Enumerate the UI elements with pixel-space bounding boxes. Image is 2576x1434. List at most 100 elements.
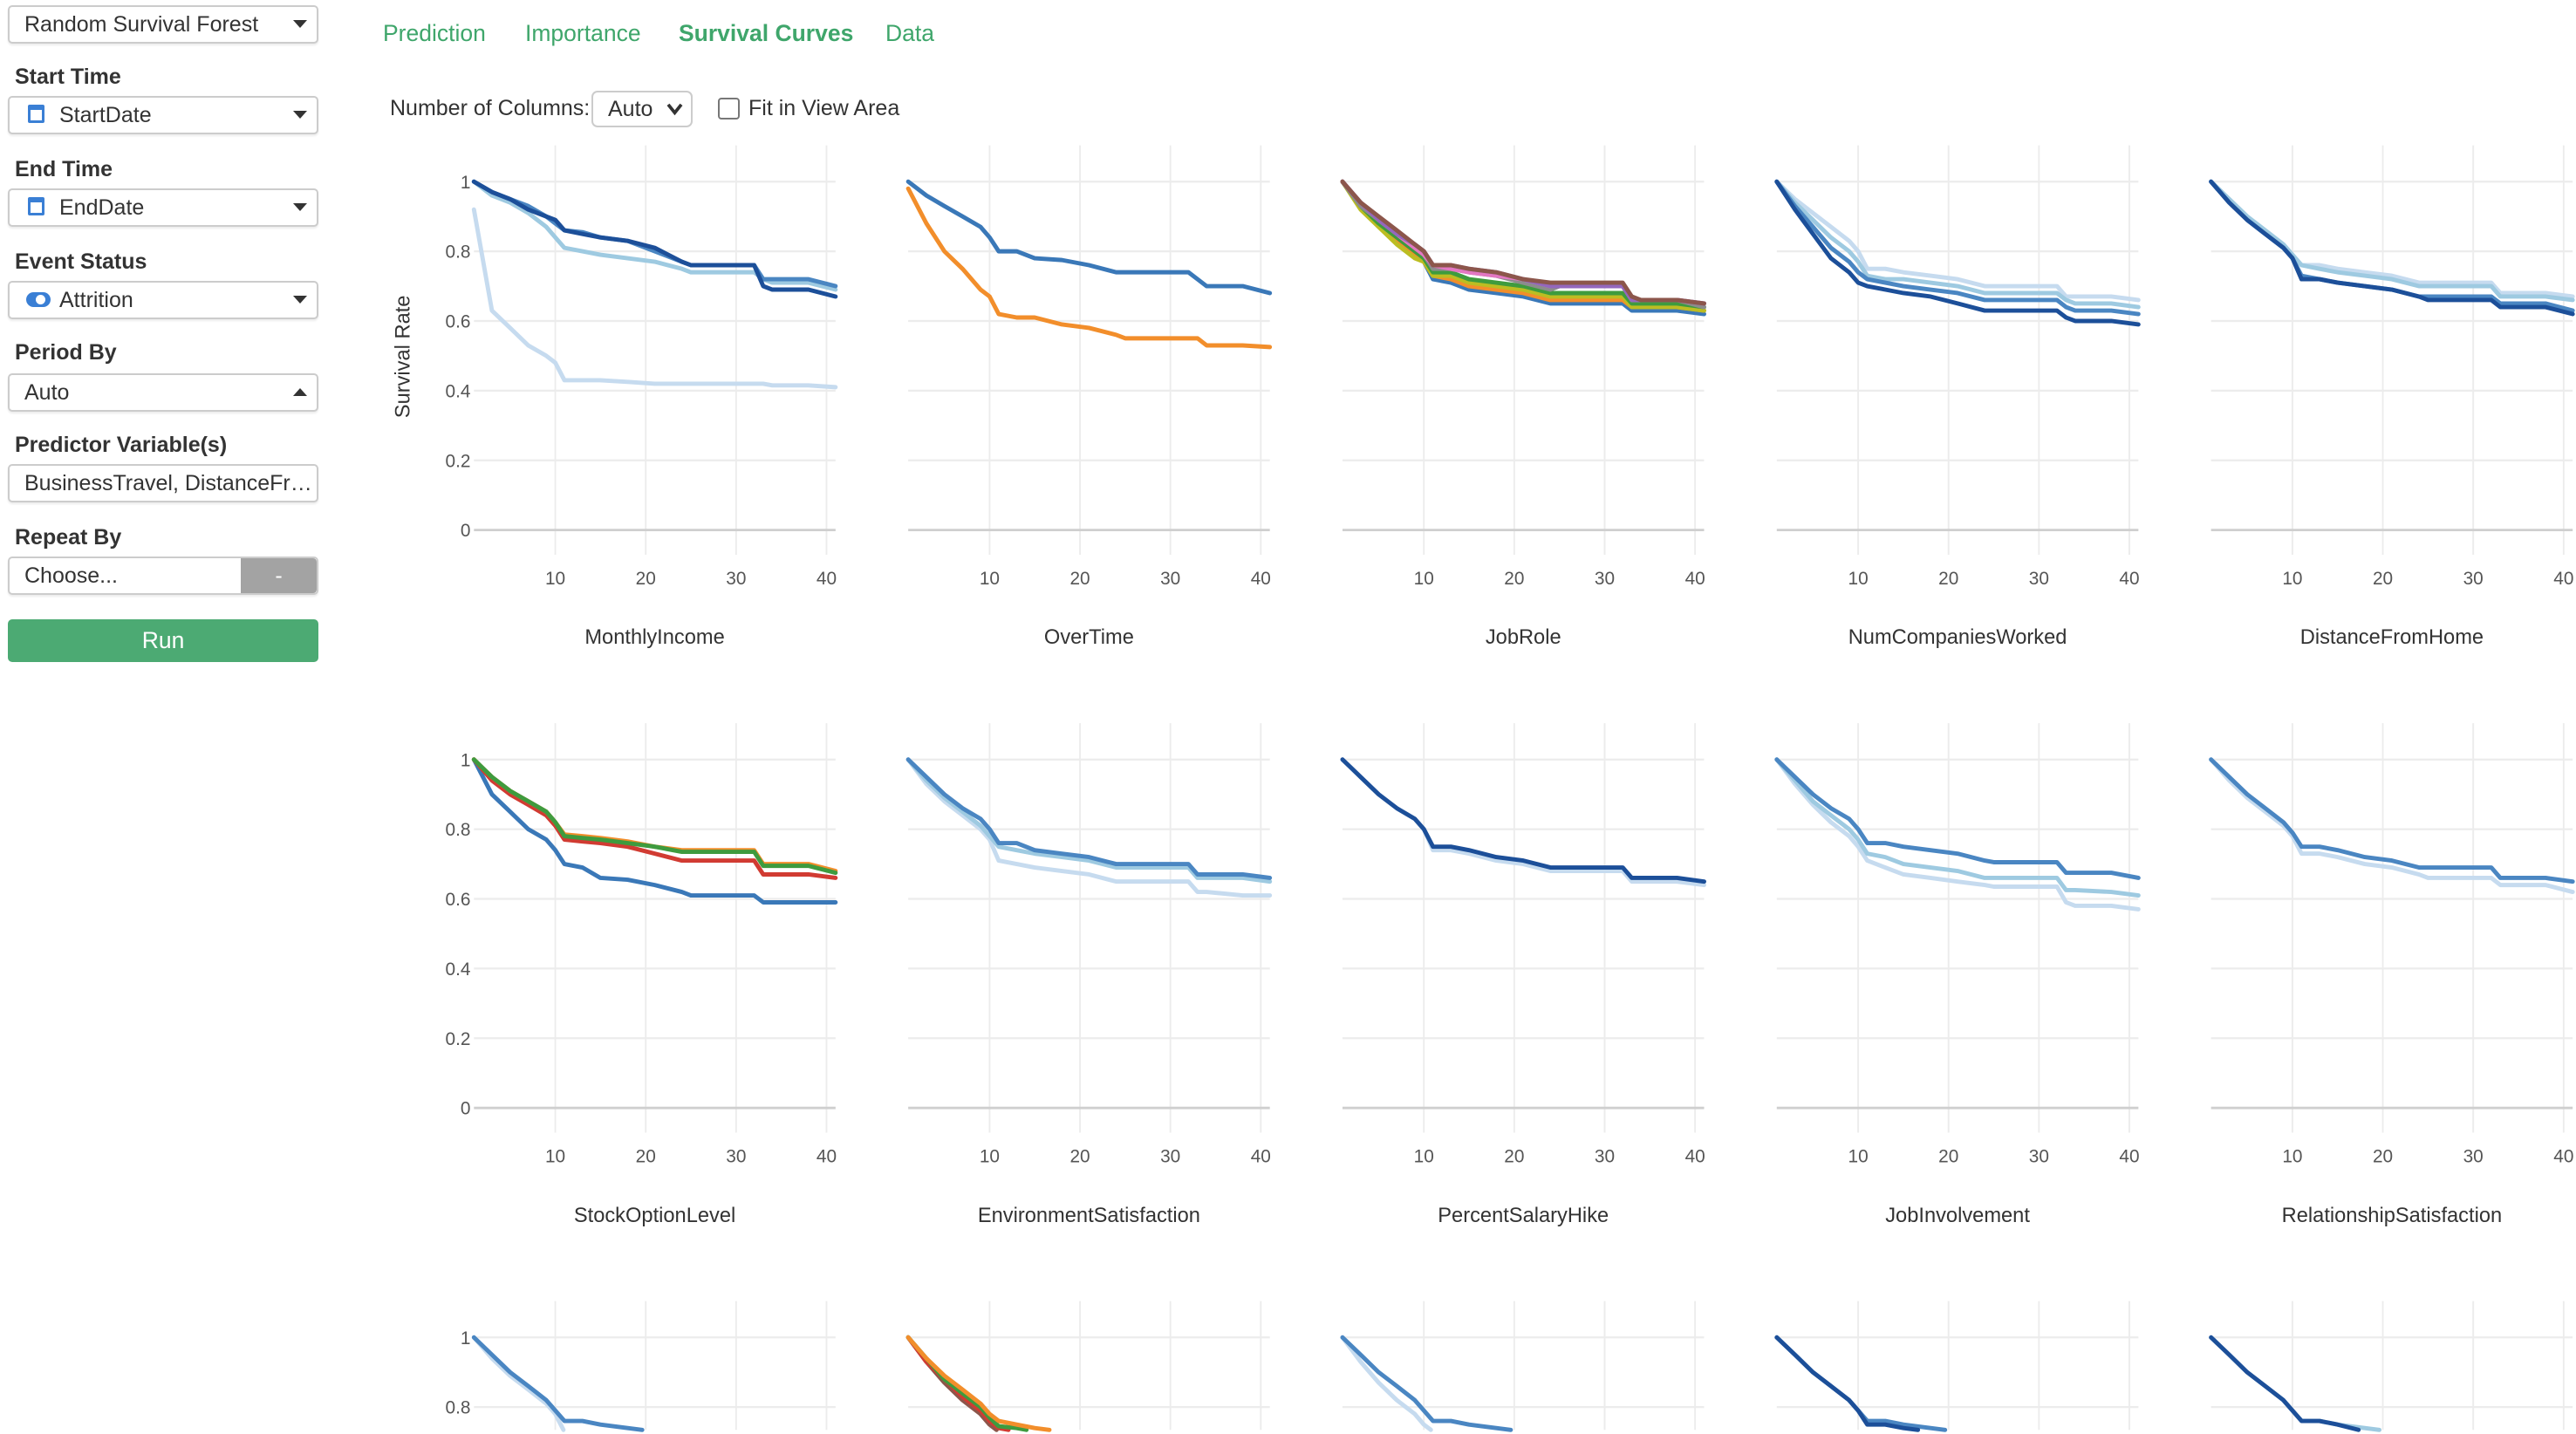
y-tick-label: 0.8 xyxy=(446,1398,471,1418)
caret-down-icon xyxy=(293,20,307,28)
x-tick-label: 40 xyxy=(1685,569,1705,589)
x-tick-label: 10 xyxy=(1848,1147,1868,1167)
x-tick-label: 30 xyxy=(1160,569,1180,589)
survival-curve xyxy=(905,757,1273,884)
survival-curve xyxy=(471,179,838,289)
x-tick-label: 30 xyxy=(1160,1147,1180,1167)
survival-panel xyxy=(2209,1301,2573,1432)
panel-title: JobInvolvement xyxy=(1885,1205,2030,1227)
survival-curve xyxy=(905,757,1273,898)
x-tick-label: 40 xyxy=(1251,569,1271,589)
run-button[interactable]: Run xyxy=(8,619,318,662)
y-tick-label: 0.6 xyxy=(446,312,471,332)
survival-curve xyxy=(905,1335,1052,1432)
x-tick-label: 40 xyxy=(2119,1147,2139,1167)
chevron-down-icon xyxy=(666,103,683,116)
x-tick-label: 40 xyxy=(817,569,837,589)
x-tick-label: 30 xyxy=(726,1147,746,1167)
x-tick-label: 10 xyxy=(980,1147,1000,1167)
toggle-icon xyxy=(26,292,51,307)
survival-panel: 0.81 xyxy=(446,1301,836,1432)
survival-panel xyxy=(905,1301,1270,1432)
start-time-label: Start Time xyxy=(15,65,121,89)
x-tick-label: 40 xyxy=(1251,1147,1271,1167)
survival-curve xyxy=(1340,1335,1433,1432)
caret-down-icon xyxy=(293,203,307,211)
x-tick-label: 10 xyxy=(980,569,1000,589)
survival-curve xyxy=(905,1335,1029,1432)
x-tick-label: 10 xyxy=(545,1147,565,1167)
repeat-by-clear-button[interactable]: - xyxy=(241,558,317,593)
start-time-select[interactable]: StartDate xyxy=(8,96,318,134)
predictors-label: Predictor Variable(s) xyxy=(15,433,228,457)
period-by-select[interactable]: Auto xyxy=(8,373,318,412)
x-tick-label: 20 xyxy=(1069,1147,1090,1167)
model-select[interactable]: Random Survival Forest xyxy=(8,5,318,44)
tab-prediction[interactable]: Prediction xyxy=(383,20,486,46)
panel-title: PercentSalaryHike xyxy=(1438,1205,1609,1227)
survival-panel: 10 20 30 40 0 0.2 0.4 0.6 0.8 1 StockOptionLevel xyxy=(446,723,838,1227)
x-tick-label: 10 xyxy=(1414,1147,1434,1167)
x-tick-label: 30 xyxy=(2463,1147,2484,1167)
y-tick-label: 0.6 xyxy=(446,890,471,910)
survival-curve xyxy=(2209,757,2575,895)
survival-curve xyxy=(1774,1335,1921,1432)
y-tick-label: 0 xyxy=(461,1099,471,1119)
x-tick-label: 30 xyxy=(2029,569,2049,589)
y-tick-label: 0.8 xyxy=(446,820,471,840)
tab-survival-curves[interactable]: Survival Curves xyxy=(679,20,854,46)
x-tick-label: 30 xyxy=(1595,569,1615,589)
y-tick-label: 0.4 xyxy=(446,959,471,980)
event-status-select[interactable]: Attrition xyxy=(8,281,318,319)
x-tick-label: 30 xyxy=(2463,569,2484,589)
survival-curve xyxy=(471,1335,566,1432)
y-tick-label: 1 xyxy=(461,173,471,193)
period-by-value: Auto xyxy=(24,380,70,405)
repeat-by-select[interactable]: Choose... - xyxy=(8,557,318,595)
y-tick-label: 0.2 xyxy=(446,451,471,471)
columns-value: Auto xyxy=(608,97,653,121)
panel-title: JobRole xyxy=(1486,626,1561,649)
y-axis-title: Survival Rate xyxy=(392,296,414,419)
survival-curve xyxy=(2209,757,2575,884)
panel-title: OverTime xyxy=(1044,626,1134,649)
x-tick-label: 40 xyxy=(2119,569,2139,589)
survival-curve xyxy=(1774,179,2141,303)
panel-title: EnvironmentSatisfaction xyxy=(978,1205,1200,1227)
survival-panel: 10 20 30 40 OverTime xyxy=(905,145,1273,649)
x-tick-label: 20 xyxy=(1504,569,1524,589)
predictors-input[interactable]: BusinessTravel, DistanceFr… xyxy=(8,464,318,502)
caret-down-icon xyxy=(293,111,307,119)
x-tick-label: 20 xyxy=(1938,1147,1958,1167)
columns-select[interactable]: Auto xyxy=(591,91,693,127)
tab-data[interactable]: Data xyxy=(885,20,934,46)
survival-curve xyxy=(471,207,838,390)
columns-label: Number of Columns: xyxy=(390,96,591,120)
survival-curve xyxy=(1340,757,1706,888)
survival-curve xyxy=(1774,179,2141,327)
survival-curve xyxy=(1774,757,2141,880)
survival-curve xyxy=(471,757,838,876)
repeat-by-placeholder: Choose... xyxy=(24,563,119,588)
survival-curve xyxy=(471,179,838,292)
survival-curve xyxy=(2209,179,2575,303)
survival-curve xyxy=(905,757,1273,880)
x-tick-label: 30 xyxy=(1595,1147,1615,1167)
survival-curve xyxy=(1774,757,2141,912)
x-tick-label: 40 xyxy=(2553,569,2573,589)
survival-curve xyxy=(905,179,1273,296)
predictors-value: BusinessTravel, DistanceFr… xyxy=(24,471,312,495)
fit-in-view-checkbox[interactable] xyxy=(718,98,740,120)
x-tick-label: 20 xyxy=(2373,1147,2393,1167)
calendar-icon xyxy=(28,197,44,215)
survival-curve xyxy=(2209,1335,2361,1432)
y-tick-label: 1 xyxy=(461,1328,471,1349)
tab-importance[interactable]: Importance xyxy=(525,20,641,46)
caret-down-icon xyxy=(293,296,307,304)
end-time-select[interactable]: EndDate xyxy=(8,188,318,227)
period-by-label: Period By xyxy=(15,340,117,365)
survival-panel: 10 20 30 40 RelationshipSatisfaction xyxy=(2209,723,2575,1227)
survival-panel xyxy=(1340,1301,1705,1432)
